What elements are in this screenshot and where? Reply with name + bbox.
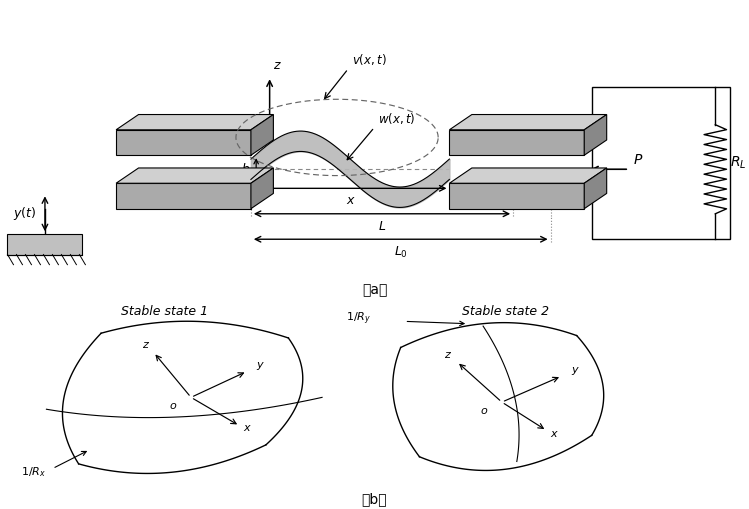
Bar <box>7 234 82 254</box>
Polygon shape <box>449 168 607 183</box>
Text: $z$: $z$ <box>273 59 282 72</box>
Polygon shape <box>116 115 273 130</box>
Text: $w(x,t)$: $w(x,t)$ <box>378 111 416 126</box>
Text: $o$: $o$ <box>480 406 488 416</box>
Polygon shape <box>449 183 584 209</box>
Text: $x$: $x$ <box>243 422 252 433</box>
Text: $z$: $z$ <box>444 350 452 360</box>
Text: $R_L$: $R_L$ <box>730 155 747 171</box>
Text: Stable state 2: Stable state 2 <box>462 305 549 318</box>
Text: $\Delta L$: $\Delta L$ <box>524 194 539 207</box>
Text: $z$: $z$ <box>142 341 150 350</box>
Polygon shape <box>116 183 251 209</box>
Text: $x$: $x$ <box>345 194 356 208</box>
Text: $L_0$: $L_0$ <box>394 245 407 261</box>
Text: （b）: （b） <box>362 493 387 506</box>
Text: $P$: $P$ <box>633 153 643 167</box>
Polygon shape <box>251 168 273 209</box>
Text: Stable state 1: Stable state 1 <box>121 305 208 318</box>
Polygon shape <box>584 168 607 209</box>
Text: $v(x,t)$: $v(x,t)$ <box>352 52 386 67</box>
Text: $b$: $b$ <box>241 162 250 177</box>
Text: $y(t)$: $y(t)$ <box>13 205 36 222</box>
Polygon shape <box>449 115 607 130</box>
Polygon shape <box>392 323 604 470</box>
Polygon shape <box>116 168 273 183</box>
Text: $x$: $x$ <box>550 429 559 439</box>
Polygon shape <box>584 115 607 155</box>
Polygon shape <box>116 130 251 155</box>
Bar <box>592 87 730 239</box>
Polygon shape <box>62 321 303 473</box>
Text: （a）: （a） <box>362 283 387 297</box>
Polygon shape <box>251 115 273 155</box>
Text: $y$: $y$ <box>571 365 580 377</box>
Text: $o$: $o$ <box>169 401 178 411</box>
Text: $1/R_x$: $1/R_x$ <box>21 465 46 478</box>
Polygon shape <box>449 130 584 155</box>
Text: $L$: $L$ <box>378 220 386 233</box>
Text: $1/R_y$: $1/R_y$ <box>345 311 371 327</box>
Text: $y$: $y$ <box>256 360 265 373</box>
